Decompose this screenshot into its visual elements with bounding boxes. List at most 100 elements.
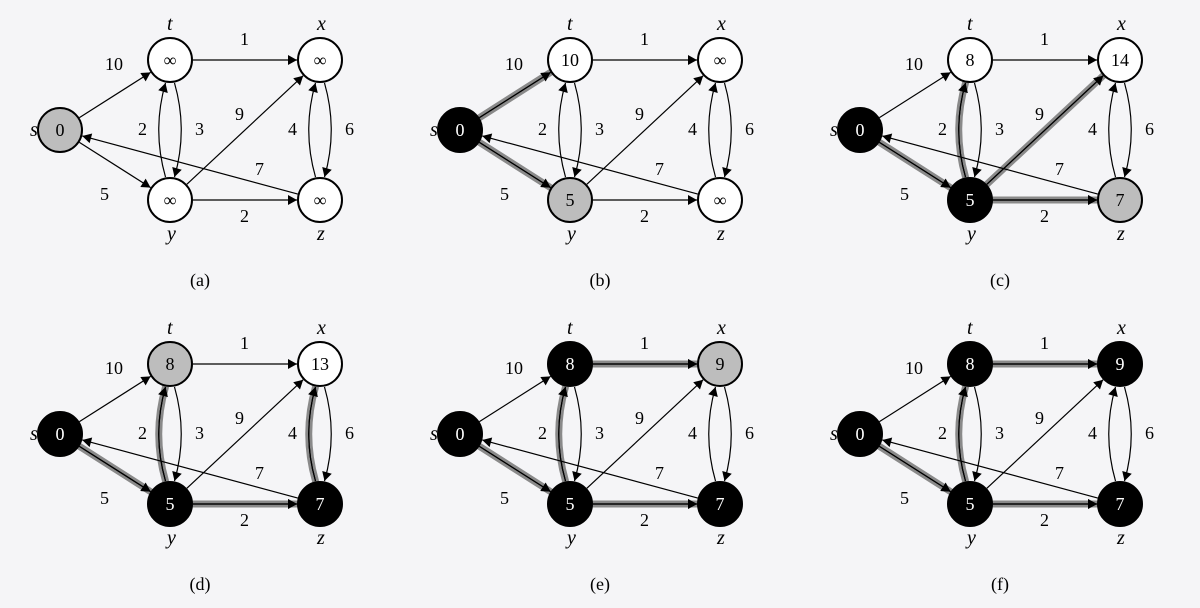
- node-y-name: y: [165, 223, 176, 245]
- edge-weight-zx: 6: [1145, 119, 1154, 139]
- node-t-value: ∞: [164, 50, 177, 70]
- edge-weight-tx: 1: [640, 29, 649, 49]
- edge-weight-zx: 6: [1145, 423, 1154, 443]
- edge-weight-zs: 7: [1055, 159, 1064, 179]
- edge-weight-yz: 2: [1040, 510, 1049, 530]
- panel-caption: (e): [590, 574, 610, 595]
- panel-d: 105123924670s8t13x5y7z(d): [0, 304, 400, 608]
- edge-weight-ty: 2: [138, 119, 147, 139]
- panel-e: 105123924670s8t9x5y7z(e): [400, 304, 800, 608]
- edge-weight-zs: 7: [655, 463, 664, 483]
- node-z-name: z: [316, 223, 325, 245]
- panel-caption: (c): [990, 270, 1010, 291]
- dijkstra-panels: 105123924670s∞t∞x∞y∞z(a)105123924670s10t…: [0, 0, 1200, 608]
- node-t-value: 8: [566, 354, 575, 374]
- edge-weight-xz: 4: [1088, 119, 1097, 139]
- panel-caption: (f): [991, 574, 1009, 595]
- node-t-name: t: [567, 317, 573, 339]
- node-x-name: x: [1116, 317, 1126, 339]
- edge-weight-yt: 3: [595, 423, 604, 443]
- edge-weight-xz: 4: [288, 119, 297, 139]
- edge-weight-tx: 1: [240, 29, 249, 49]
- node-t-value: 8: [966, 354, 975, 374]
- node-z-value: ∞: [314, 190, 327, 210]
- edge-weight-st: 10: [905, 54, 923, 74]
- node-s-value: 0: [456, 424, 465, 444]
- edge-weight-st: 10: [105, 54, 123, 74]
- panel-caption: (b): [590, 270, 611, 291]
- node-x-name: x: [316, 317, 326, 339]
- edge-weight-yx: 9: [235, 104, 244, 124]
- edge-weight-yt: 3: [995, 423, 1004, 443]
- edge-weight-tx: 1: [1040, 29, 1049, 49]
- node-t-name: t: [167, 13, 173, 35]
- node-s-name: s: [830, 119, 838, 141]
- node-z-value: 7: [316, 494, 325, 514]
- node-t-name: t: [167, 317, 173, 339]
- edge-weight-yz: 2: [640, 206, 649, 226]
- edge-weight-yt: 3: [995, 119, 1004, 139]
- node-y-value: ∞: [164, 190, 177, 210]
- node-z-name: z: [316, 527, 325, 549]
- edge-weight-zx: 6: [345, 119, 354, 139]
- edge-weight-zs: 7: [655, 159, 664, 179]
- node-y-value: 5: [166, 494, 175, 514]
- node-t-name: t: [967, 13, 973, 35]
- edge-weight-zx: 6: [745, 423, 754, 443]
- panel-f: 105123924670s8t9x5y7z(f): [800, 304, 1200, 608]
- edge-weight-yt: 3: [195, 119, 204, 139]
- edge-weight-xz: 4: [688, 119, 697, 139]
- edge-weight-sy: 5: [100, 488, 109, 508]
- node-y-name: y: [965, 527, 976, 549]
- edge-weight-tx: 1: [640, 333, 649, 353]
- node-y-value: 5: [966, 494, 975, 514]
- edge-weight-zx: 6: [345, 423, 354, 443]
- edge-weight-yx: 9: [635, 408, 644, 428]
- edge-weight-ty: 2: [138, 423, 147, 443]
- edge-weight-zs: 7: [1055, 463, 1064, 483]
- edge-weight-st: 10: [505, 358, 523, 378]
- node-z-value: 7: [1116, 494, 1125, 514]
- node-x-value: 9: [716, 354, 725, 374]
- edge-weight-yt: 3: [595, 119, 604, 139]
- node-x-name: x: [716, 317, 726, 339]
- edge-weight-yz: 2: [640, 510, 649, 530]
- node-z-value: ∞: [714, 190, 727, 210]
- node-t-name: t: [967, 317, 973, 339]
- edge-weight-yt: 3: [195, 423, 204, 443]
- node-z-name: z: [1116, 223, 1125, 245]
- edge-weight-sy: 5: [900, 184, 909, 204]
- node-t-name: t: [567, 13, 573, 35]
- edge-weight-sy: 5: [500, 488, 509, 508]
- node-x-value: 13: [311, 354, 329, 374]
- edge-weight-ty: 2: [938, 119, 947, 139]
- node-z-value: 7: [1116, 190, 1125, 210]
- edge-weight-zs: 7: [255, 159, 264, 179]
- node-x-value: 9: [1116, 354, 1125, 374]
- node-s-name: s: [430, 119, 438, 141]
- edge-weight-yx: 9: [1035, 408, 1044, 428]
- node-s-value: 0: [856, 424, 865, 444]
- node-t-value: 10: [561, 50, 579, 70]
- node-y-name: y: [165, 527, 176, 549]
- node-s-value: 0: [456, 120, 465, 140]
- node-s-name: s: [830, 423, 838, 445]
- edge-weight-ty: 2: [938, 423, 947, 443]
- edge-weight-st: 10: [505, 54, 523, 74]
- node-s-name: s: [30, 423, 38, 445]
- node-z-name: z: [1116, 527, 1125, 549]
- node-z-name: z: [716, 527, 725, 549]
- node-y-name: y: [565, 223, 576, 245]
- edge-weight-yz: 2: [240, 510, 249, 530]
- edge-weight-st: 10: [905, 358, 923, 378]
- panel-caption: (d): [190, 574, 211, 595]
- node-x-value: ∞: [714, 50, 727, 70]
- edge-weight-ty: 2: [538, 423, 547, 443]
- edge-weight-st: 10: [105, 358, 123, 378]
- edge-weight-yx: 9: [235, 408, 244, 428]
- panel-b: 105123924670s10t∞x5y∞z(b): [400, 0, 800, 304]
- edge-weight-yx: 9: [1035, 104, 1044, 124]
- panel-caption: (a): [190, 270, 210, 291]
- node-y-name: y: [965, 223, 976, 245]
- edge-weight-yz: 2: [240, 206, 249, 226]
